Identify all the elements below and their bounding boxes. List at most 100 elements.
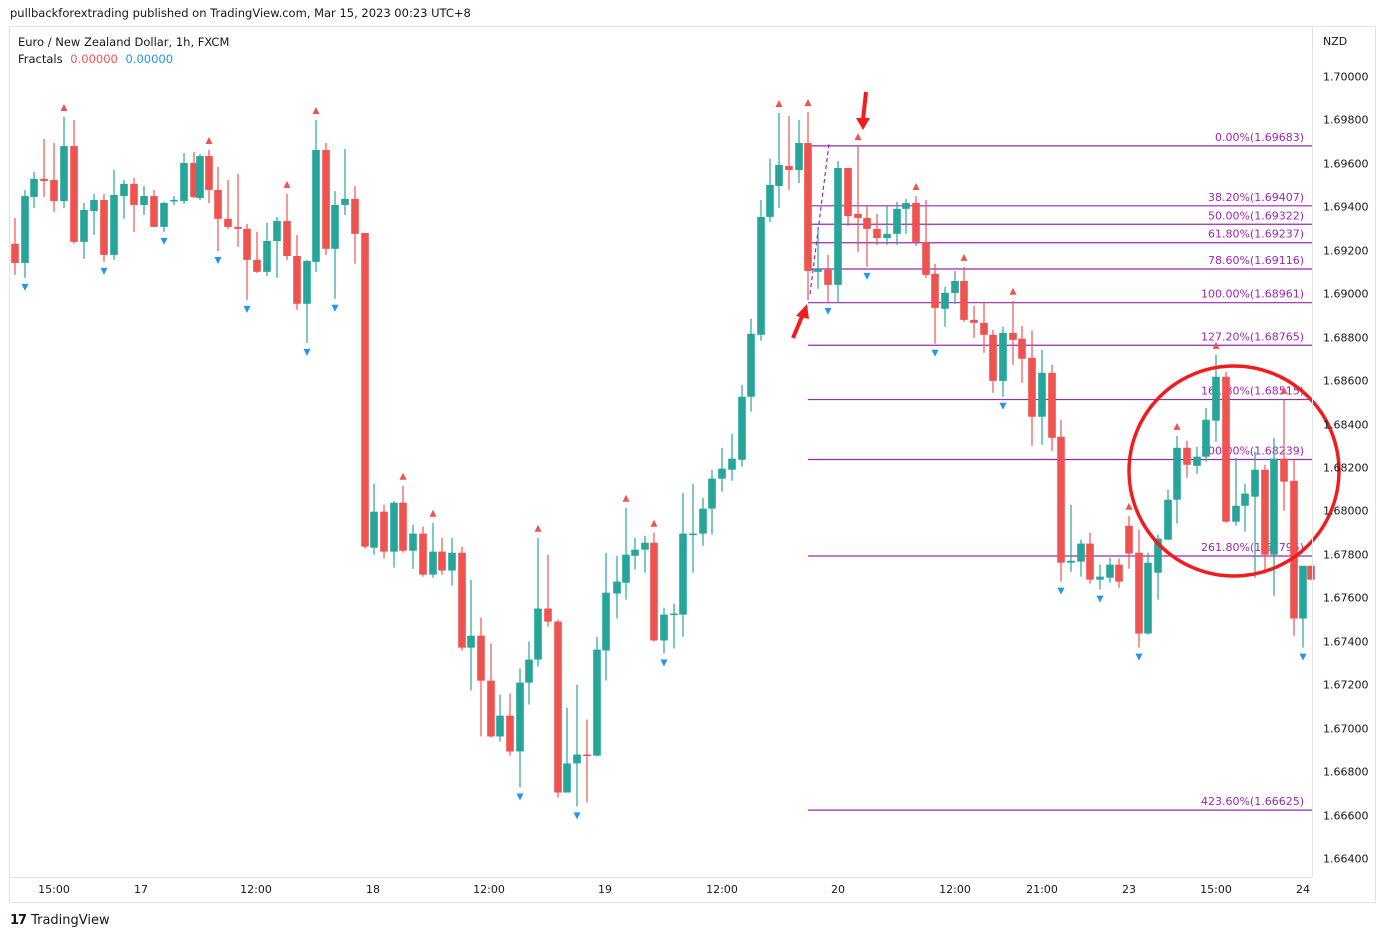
candle-body[interactable] — [205, 156, 213, 190]
candle-body[interactable] — [1193, 456, 1201, 466]
candle-body[interactable] — [1018, 338, 1026, 359]
candle-body[interactable] — [951, 280, 959, 293]
candle-body[interactable] — [902, 202, 910, 209]
candle-body[interactable] — [573, 754, 581, 764]
candle-body[interactable] — [563, 763, 571, 793]
candle-body[interactable] — [534, 608, 542, 660]
candle-body[interactable] — [1125, 525, 1133, 554]
candle-body[interactable] — [893, 208, 901, 234]
candle-body[interactable] — [380, 511, 388, 552]
candle-body[interactable] — [370, 511, 378, 548]
candle-body[interactable] — [989, 334, 997, 381]
candle-body[interactable] — [322, 149, 330, 249]
candle-body[interactable] — [1028, 357, 1036, 417]
candle-body[interactable] — [180, 163, 188, 202]
candle-body[interactable] — [458, 552, 466, 648]
candle-body[interactable] — [844, 168, 852, 217]
candle-body[interactable] — [1135, 552, 1143, 634]
candle-body[interactable] — [824, 269, 832, 285]
candle-body[interactable] — [224, 218, 232, 227]
candle-body[interactable] — [160, 202, 168, 227]
candle-body[interactable] — [11, 243, 19, 263]
candle-body[interactable] — [583, 754, 591, 757]
candle-body[interactable] — [351, 198, 359, 234]
candle-body[interactable] — [263, 241, 271, 272]
chart-frame[interactable] — [9, 26, 1376, 903]
candle-body[interactable] — [1038, 372, 1046, 417]
candle-body[interactable] — [190, 163, 198, 197]
candle-body[interactable] — [283, 221, 291, 256]
candle-body[interactable] — [728, 458, 736, 470]
candle-body[interactable] — [234, 226, 242, 229]
candle-body[interactable] — [602, 592, 610, 651]
candle-body[interactable] — [1280, 458, 1288, 482]
candle-body[interactable] — [593, 649, 601, 756]
candle-body[interactable] — [708, 478, 716, 509]
candle-body[interactable] — [699, 508, 707, 534]
candle-body[interactable] — [1183, 447, 1191, 465]
price-axis[interactable]: NZD 1.70000 1.69800 1.69600 1.69400 1.69200 1… — [1312, 26, 1377, 877]
candle-body[interactable] — [912, 202, 920, 242]
candle-body[interactable] — [170, 199, 178, 202]
candle-body[interactable] — [50, 179, 58, 202]
candle-body[interactable] — [130, 183, 138, 205]
candle-body[interactable] — [641, 542, 649, 550]
candle-body[interactable] — [863, 217, 871, 229]
candle-body[interactable] — [613, 581, 621, 594]
candle-body[interactable] — [718, 468, 726, 479]
candle-body[interactable] — [1173, 447, 1181, 500]
candle-body[interactable] — [785, 166, 793, 170]
candle-body[interactable] — [1232, 505, 1240, 522]
candle-body[interactable] — [883, 233, 891, 238]
time-axis[interactable]: 15:00 17 12:00 18 12:00 19 12:00 20 12:00 21:00 23… — [9, 877, 1312, 904]
candle-body[interactable] — [1009, 332, 1017, 340]
candle-body[interactable] — [738, 396, 746, 460]
candle-body[interactable] — [1048, 372, 1056, 438]
highlight-circle[interactable] — [1127, 364, 1341, 578]
candle-body[interactable] — [419, 533, 427, 575]
candle-body[interactable] — [1307, 565, 1315, 580]
candle-body[interactable] — [341, 198, 349, 205]
candle-body[interactable] — [390, 502, 398, 552]
candle-body[interactable] — [922, 241, 930, 275]
candle-body[interactable] — [243, 228, 251, 260]
candle-body[interactable] — [331, 204, 339, 249]
candle-body[interactable] — [303, 260, 311, 304]
arrow-up-icon[interactable] — [791, 313, 805, 339]
candle-body[interactable] — [467, 635, 475, 648]
candle-body[interactable] — [1077, 543, 1085, 562]
candle-body[interactable] — [429, 551, 437, 575]
candle-body[interactable] — [660, 614, 668, 641]
indicator-row[interactable]: Fractals 0.00000 0.00000 — [18, 51, 229, 68]
candle-body[interactable] — [873, 228, 881, 238]
candle-body[interactable] — [670, 613, 678, 616]
candle-body[interactable] — [554, 621, 562, 793]
candle-body[interactable] — [970, 319, 978, 323]
candle-body[interactable] — [273, 221, 281, 242]
candle-body[interactable] — [775, 164, 783, 187]
candle-body[interactable] — [1154, 538, 1162, 573]
candle-body[interactable] — [1096, 576, 1104, 580]
candle-body[interactable] — [21, 196, 29, 263]
candle-body[interactable] — [1202, 419, 1210, 457]
candle-body[interactable] — [980, 322, 988, 335]
candle-body[interactable] — [516, 682, 524, 752]
candle-body[interactable] — [70, 146, 78, 242]
candle-body[interactable] — [80, 209, 88, 242]
candle-body[interactable] — [747, 333, 755, 397]
candle-body[interactable] — [999, 332, 1007, 381]
candle-body[interactable] — [766, 184, 774, 217]
candle-body[interactable] — [1057, 436, 1065, 563]
candle-body[interactable] — [834, 168, 842, 285]
candle-body[interactable] — [941, 292, 949, 309]
candle-body[interactable] — [757, 216, 765, 335]
candle-body[interactable] — [1261, 469, 1269, 555]
candle-body[interactable] — [622, 554, 630, 583]
candle-body[interactable] — [650, 542, 658, 641]
candle-body[interactable] — [30, 178, 38, 197]
candle-body[interactable] — [438, 551, 446, 571]
candle-body[interactable] — [448, 552, 456, 571]
candle-body[interactable] — [60, 146, 68, 202]
candle-body[interactable] — [1106, 564, 1114, 578]
